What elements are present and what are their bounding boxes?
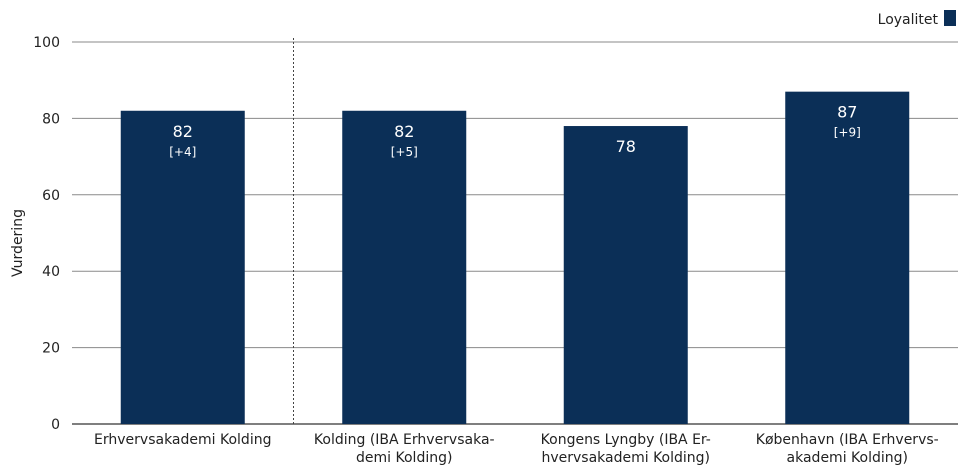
bar	[120, 110, 245, 424]
bar-delta-label: [+5]	[391, 145, 418, 159]
x-category-label: Erhvervsakademi Kolding	[94, 432, 271, 448]
x-category-label: hvervsakademi Kolding)	[541, 450, 710, 466]
bar-value-label: 87	[837, 103, 857, 122]
x-category-label: akademi Kolding)	[787, 450, 908, 466]
y-axis-ticks: 0 20 40 60 80 100	[33, 35, 60, 433]
x-category-label: demi Kolding)	[356, 450, 452, 466]
y-tick-label: 60	[42, 188, 60, 204]
y-axis-label: Vurdering	[10, 209, 26, 277]
bar	[342, 110, 467, 424]
bar-value-label: 78	[616, 137, 636, 156]
bars: 82 [+4] 82 [+5] 78 87 [+9]	[120, 91, 910, 424]
legend: Loyalitet	[878, 10, 956, 28]
legend-label: Loyalitet	[878, 12, 939, 28]
bar-delta-label: [+4]	[169, 145, 196, 159]
bar	[785, 91, 910, 424]
x-category-label: København (IBA Erhvervs-	[756, 432, 939, 448]
bar	[563, 126, 688, 424]
x-category-label: Kolding (IBA Erhvervsaka-	[314, 432, 495, 448]
bar-value-label: 82	[173, 122, 193, 141]
x-axis-labels: Erhvervsakademi Kolding Kolding (IBA Erhv…	[94, 432, 939, 466]
y-tick-label: 40	[42, 264, 60, 280]
bar-delta-label: [+9]	[834, 126, 861, 140]
legend-swatch	[944, 10, 956, 26]
x-category-label: Kongens Lyngby (IBA Er-	[541, 432, 711, 448]
y-tick-label: 0	[51, 417, 60, 433]
bar-value-label: 82	[394, 122, 414, 141]
y-tick-label: 80	[42, 111, 60, 127]
y-tick-label: 20	[42, 341, 60, 357]
y-tick-label: 100	[33, 35, 60, 51]
